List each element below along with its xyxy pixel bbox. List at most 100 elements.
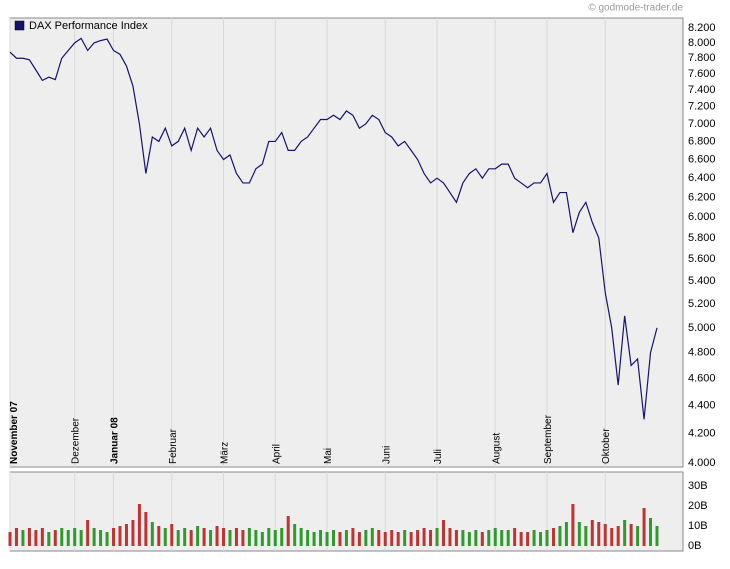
volume-bar	[131, 520, 135, 546]
volume-bar	[144, 512, 148, 546]
volume-bar	[273, 530, 277, 546]
volume-bar	[370, 528, 374, 546]
y-tick-label: 4.800	[688, 347, 716, 359]
y-tick-label: 8.000	[688, 37, 716, 49]
x-tick-label: August	[491, 433, 502, 464]
volume-bar	[454, 530, 458, 546]
volume-bar	[409, 532, 413, 546]
volume-tick-label: 30B	[688, 480, 708, 492]
volume-bar	[584, 526, 588, 546]
volume-bar	[21, 530, 25, 546]
volume-bar	[254, 530, 258, 546]
volume-bar	[202, 528, 206, 546]
volume-bar	[539, 532, 543, 546]
volume-bar	[99, 530, 103, 546]
volume-bar	[655, 526, 659, 546]
volume-bar	[338, 532, 342, 546]
volume-bar	[351, 528, 355, 546]
volume-bar	[299, 528, 303, 546]
x-tick-label: März	[220, 442, 231, 464]
volume-tick-label: 0B	[688, 540, 701, 552]
volume-bar	[429, 530, 433, 546]
volume-bar	[150, 522, 154, 546]
volume-bar	[319, 530, 323, 546]
volume-bar	[8, 532, 12, 546]
volume-bar	[112, 528, 116, 546]
volume-bar	[357, 532, 361, 546]
volume-bar	[649, 518, 653, 546]
y-tick-label: 5.400	[688, 275, 716, 287]
volume-bar	[234, 528, 238, 546]
volume-bar	[474, 530, 478, 546]
volume-bar	[222, 528, 226, 546]
y-tick-label: 5.200	[688, 298, 716, 310]
volume-bar	[86, 520, 90, 546]
volume-bar	[480, 532, 484, 546]
volume-bar	[545, 530, 549, 546]
y-tick-label: 4.000	[688, 457, 716, 469]
volume-bar	[642, 508, 646, 546]
y-tick-label: 6.200	[688, 191, 716, 203]
volume-bar	[558, 526, 562, 546]
volume-bar	[293, 524, 297, 546]
volume-bar	[260, 532, 264, 546]
volume-bar	[60, 528, 64, 546]
volume-bar	[597, 522, 601, 546]
volume-bar	[189, 530, 193, 546]
volume-bar	[564, 522, 568, 546]
volume-bar	[629, 524, 633, 546]
volume-bar	[215, 526, 219, 546]
volume-bar	[616, 526, 620, 546]
labels: 4.000 4.200 4.400 4.600 4.800 5.000 5.200 5.400…	[9, 22, 716, 552]
volume-bar	[14, 528, 18, 546]
volume-bar	[267, 528, 271, 546]
volume-bar	[396, 532, 400, 546]
volume-bar	[603, 524, 607, 546]
y-tick-label: 5.800	[688, 232, 716, 244]
y-tick-label: 7.400	[688, 84, 716, 96]
volume-bar	[623, 520, 627, 546]
legend-label: DAX Performance Index	[29, 20, 148, 32]
volume-bar	[403, 530, 407, 546]
volume-bar	[519, 532, 523, 546]
price-line	[9, 37, 658, 420]
y-tick-label: 7.200	[688, 101, 716, 113]
x-tick-label: Dezember	[71, 417, 82, 464]
y-tick-label: 4.400	[688, 399, 716, 411]
x-tick-label: Juni	[381, 446, 392, 464]
volume-bar	[532, 530, 536, 546]
volume-bar	[383, 532, 387, 546]
volume-bar	[513, 528, 517, 546]
volume-bar	[92, 528, 96, 546]
volume-bar	[435, 528, 439, 546]
y-tick-label: 6.800	[688, 135, 716, 147]
volume-bar	[487, 530, 491, 546]
volume-bar	[416, 530, 420, 546]
volume-bar	[461, 530, 465, 546]
volume-bar	[118, 526, 122, 546]
volume-bar	[137, 504, 141, 546]
price-panel	[9, 17, 684, 468]
volume-bar	[183, 528, 187, 546]
legend-swatch	[14, 20, 25, 31]
volume-bar	[448, 528, 452, 546]
volume-bar	[332, 530, 335, 546]
x-tick-label: April	[271, 444, 282, 464]
y-tick-label: 4.200	[688, 428, 716, 440]
volume-bar	[312, 532, 316, 546]
volume-bar	[610, 528, 614, 546]
volume-bar	[500, 530, 504, 546]
volume-bar	[390, 530, 394, 546]
volume-bar	[377, 530, 381, 546]
volume-bar	[170, 524, 174, 546]
volume-bar	[66, 530, 70, 546]
volume-bar	[241, 530, 245, 546]
volume-bar	[47, 532, 51, 546]
y-tick-label: 7.800	[688, 52, 716, 64]
volume-bar	[176, 530, 180, 546]
volume-bar	[34, 530, 38, 546]
volume-bar	[364, 530, 368, 546]
source: © godmode-trader.de	[588, 3, 683, 14]
y-tick-label: 4.600	[688, 372, 716, 384]
